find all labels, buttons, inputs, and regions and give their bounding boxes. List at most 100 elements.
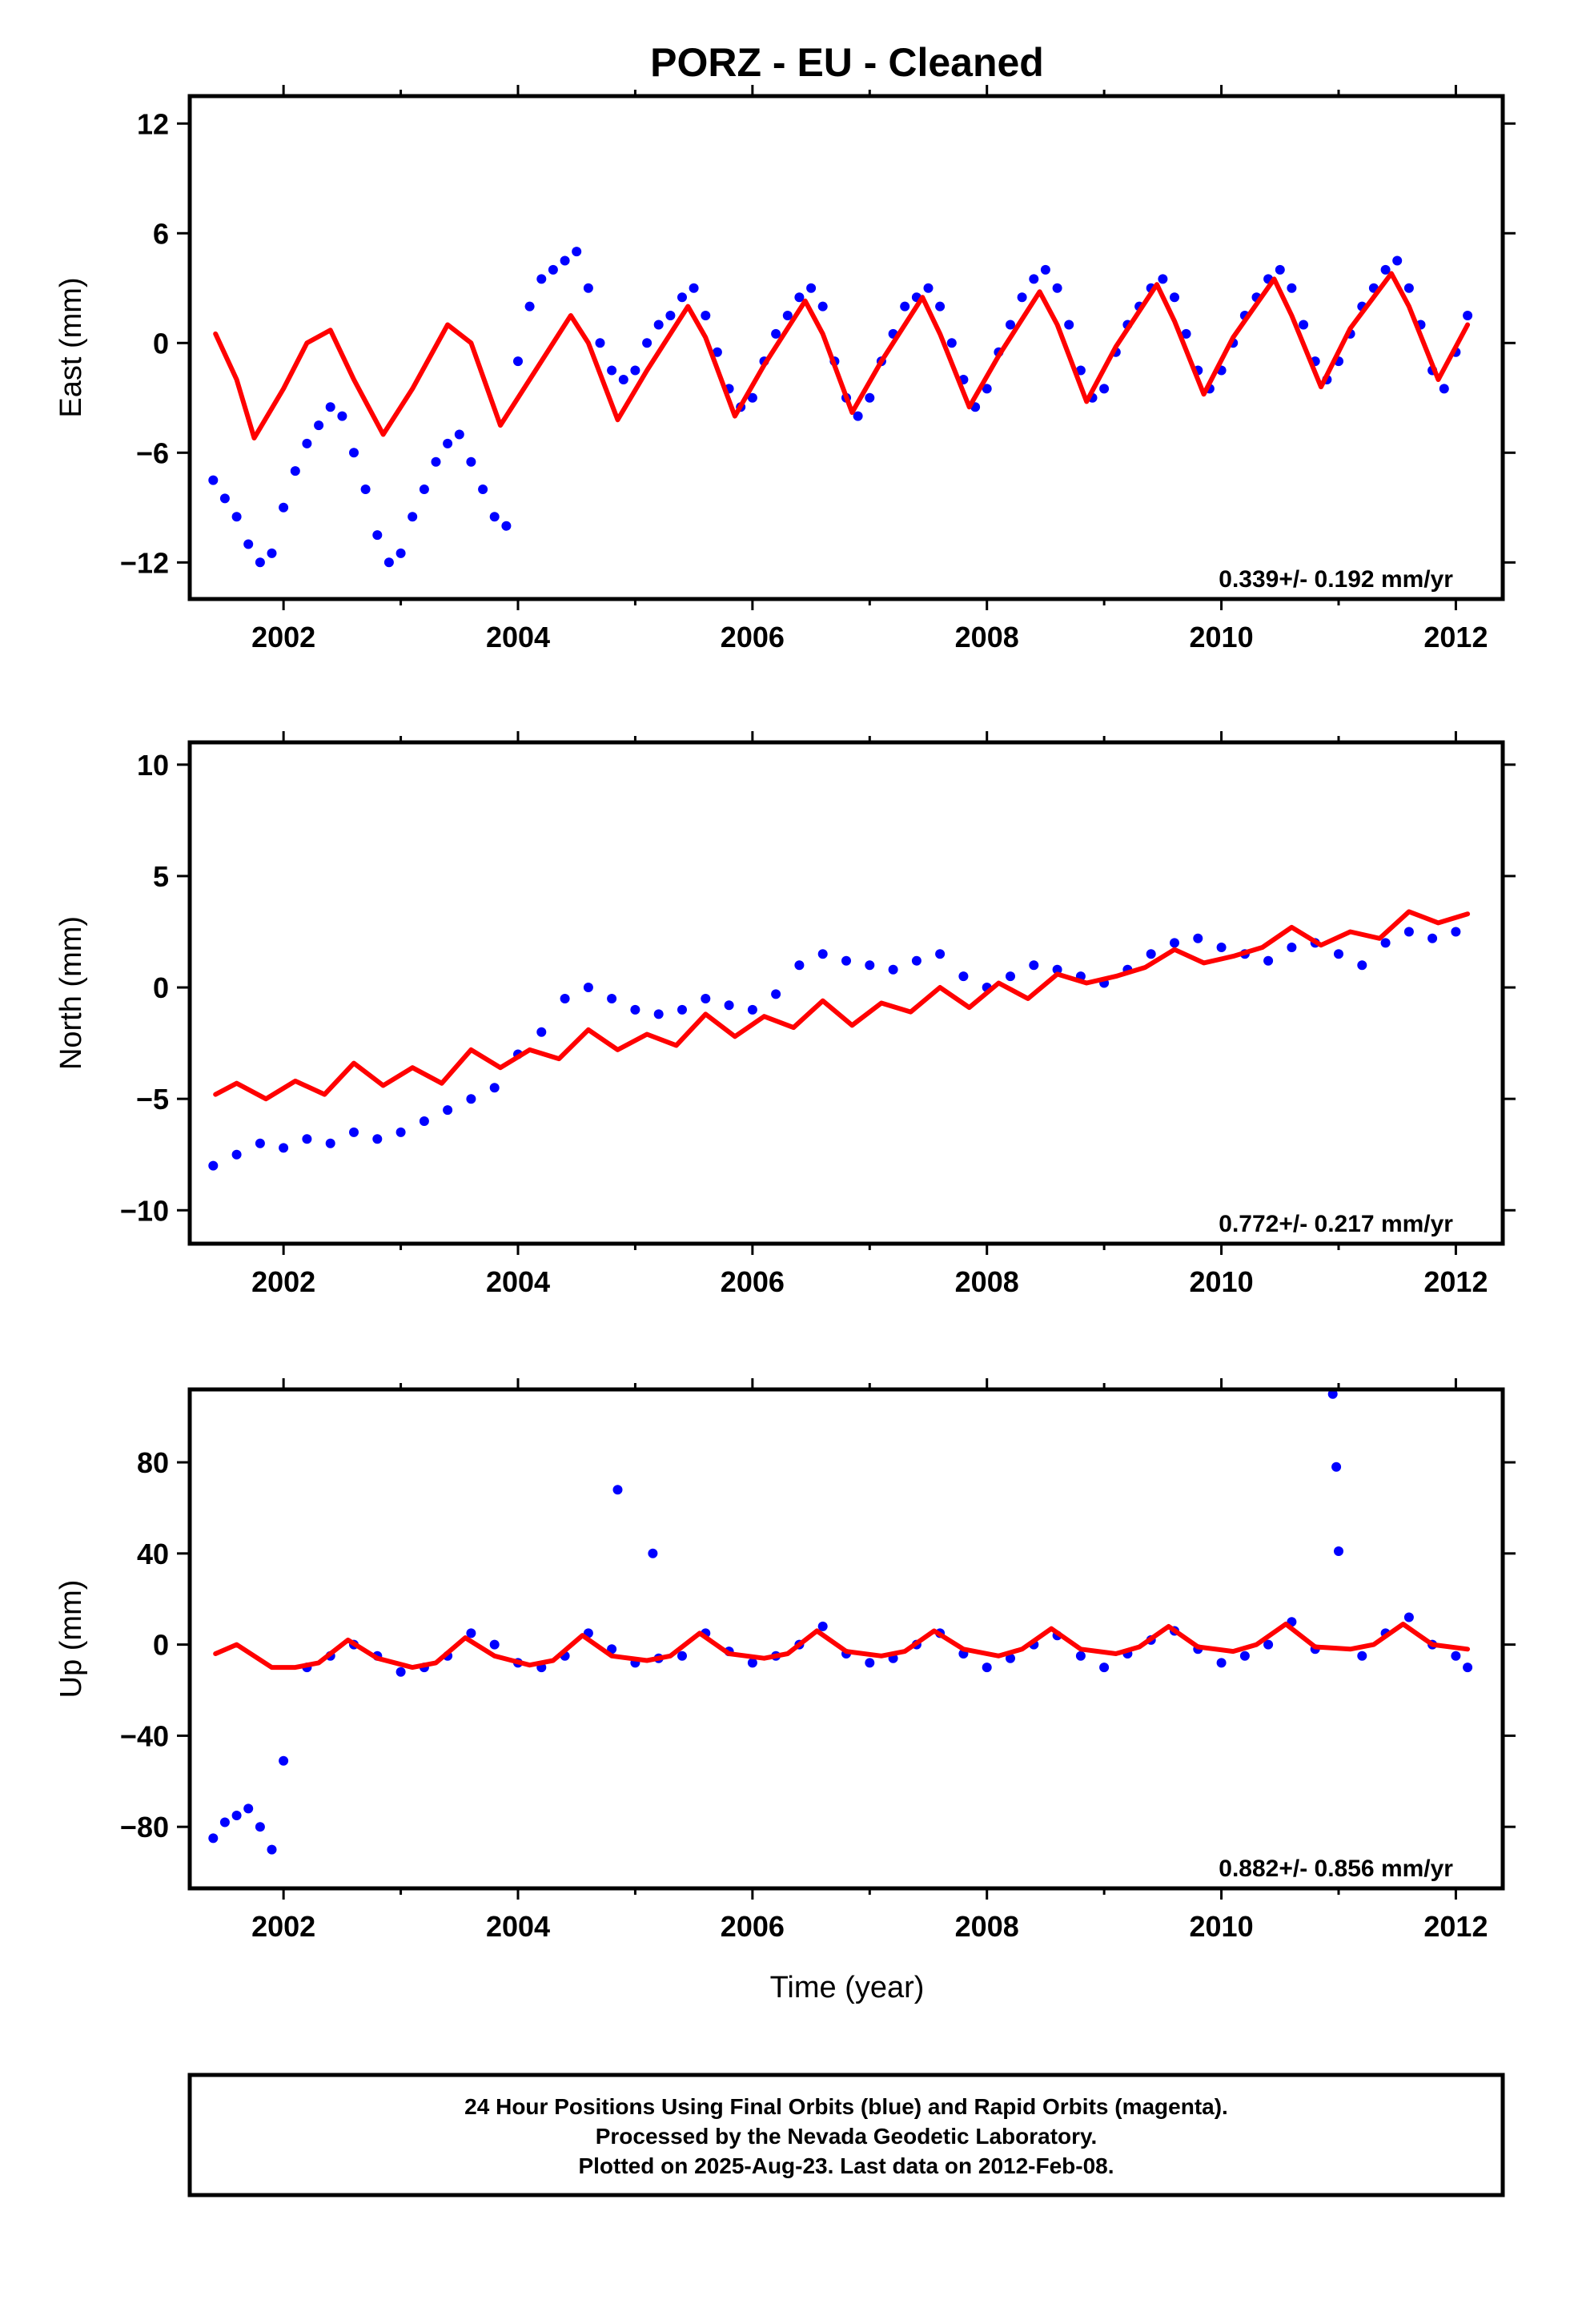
data-point <box>701 994 711 1003</box>
data-point <box>1463 1663 1473 1673</box>
data-point <box>1029 960 1039 971</box>
data-point <box>865 960 875 971</box>
footer-line-1: 24 Hour Positions Using Final Orbits (bl… <box>464 2094 1228 2119</box>
data-point <box>853 411 863 421</box>
data-point <box>466 1094 476 1104</box>
data-point <box>1099 384 1110 394</box>
data-point <box>1451 1651 1461 1661</box>
data-point <box>1380 264 1391 275</box>
data-point <box>701 311 711 320</box>
data-point <box>1170 938 1179 948</box>
data-point <box>1357 960 1367 971</box>
data-point <box>536 274 547 284</box>
data-point <box>1287 283 1297 293</box>
data-point <box>1334 949 1343 959</box>
data-point <box>900 301 910 312</box>
data-point <box>243 539 254 549</box>
data-point <box>1017 292 1027 303</box>
data-point <box>1392 255 1403 266</box>
data-point <box>489 1639 500 1650</box>
data-point <box>1029 274 1039 284</box>
y-tick-label: 0 <box>153 1629 169 1662</box>
data-point <box>1099 1663 1110 1673</box>
data-point <box>572 247 582 257</box>
data-point <box>302 1134 312 1144</box>
model-fit-line <box>213 271 1471 440</box>
x-tick-label: 2008 <box>955 1910 1019 1943</box>
data-point <box>935 301 946 312</box>
up-panel: 80 40 0 −40 −80 2002 2004 2006 2008 2010 2012 Up (m… <box>54 1378 1516 1943</box>
data-point <box>946 338 957 348</box>
data-point <box>1327 1389 1338 1399</box>
x-tick-label: 2004 <box>486 621 550 653</box>
data-point <box>771 328 781 339</box>
data-point <box>243 1803 254 1814</box>
data-point <box>1052 283 1062 293</box>
data-point <box>302 438 312 448</box>
y-tick-label: −12 <box>120 546 169 579</box>
data-point <box>1263 1639 1274 1650</box>
y-tick-label: −80 <box>120 1811 169 1844</box>
data-point <box>817 1621 828 1631</box>
data-point <box>712 347 722 357</box>
data-point <box>806 283 817 293</box>
data-point <box>935 949 946 959</box>
data-point <box>383 557 394 568</box>
data-point <box>982 1663 992 1673</box>
data-point <box>911 955 921 966</box>
data-point <box>841 955 851 966</box>
x-tick-label: 2002 <box>251 1265 315 1298</box>
data-point <box>466 1628 476 1638</box>
data-point <box>1006 320 1015 330</box>
data-point <box>267 1844 277 1855</box>
data-point <box>677 1651 687 1661</box>
data-point <box>607 994 617 1003</box>
data-point <box>794 960 805 971</box>
data-point <box>349 1127 359 1137</box>
footer-line-3: Plotted on 2025-Aug-23. Last data on 201… <box>578 2153 1114 2178</box>
data-point <box>665 311 676 320</box>
data-point <box>1275 264 1285 275</box>
plot-frame <box>187 94 1505 601</box>
model-fit-line <box>213 1622 1471 1671</box>
data-point <box>642 338 652 348</box>
data-point <box>612 1485 623 1495</box>
data-point <box>747 1658 757 1668</box>
x-tick-label: 2010 <box>1190 621 1254 653</box>
data-point <box>290 466 300 476</box>
rate-label: 0.772+/- 0.217 mm/yr <box>1219 1211 1453 1237</box>
data-point <box>325 402 335 412</box>
plot-frame <box>187 740 1505 1246</box>
y-tick-label: 0 <box>153 327 169 360</box>
data-point <box>208 1833 219 1844</box>
data-point <box>771 989 781 999</box>
y-tick-label: 0 <box>153 971 169 1004</box>
data-point <box>443 1105 453 1116</box>
x-tick-label: 2012 <box>1423 621 1488 653</box>
data-point <box>1064 320 1074 330</box>
data-point <box>536 1027 547 1037</box>
x-tick-label: 2008 <box>955 621 1019 653</box>
data-point <box>372 1134 383 1144</box>
data-point <box>396 548 406 558</box>
data-point <box>489 1083 500 1093</box>
data-point <box>630 365 640 376</box>
data-point <box>1403 1612 1414 1622</box>
data-point <box>1263 955 1274 966</box>
y-tick-label: −6 <box>136 436 169 469</box>
y-tick-label: 80 <box>137 1446 169 1479</box>
data-point <box>794 292 805 303</box>
x-tick-label: 2012 <box>1423 1265 1488 1298</box>
data-point <box>1193 933 1203 943</box>
y-axis-label: East (mm) <box>54 277 88 417</box>
data-point <box>1403 927 1414 937</box>
footer-line-2: Processed by the Nevada Geodetic Laborat… <box>596 2124 1098 2149</box>
data-point <box>1075 1651 1086 1661</box>
data-point <box>1463 311 1473 320</box>
data-point <box>524 301 535 312</box>
x-tick-label: 2004 <box>486 1265 550 1298</box>
data-point <box>1380 938 1391 948</box>
y-axis-label: North (mm) <box>54 916 88 1070</box>
data-point <box>1403 283 1414 293</box>
data-point <box>349 448 359 458</box>
